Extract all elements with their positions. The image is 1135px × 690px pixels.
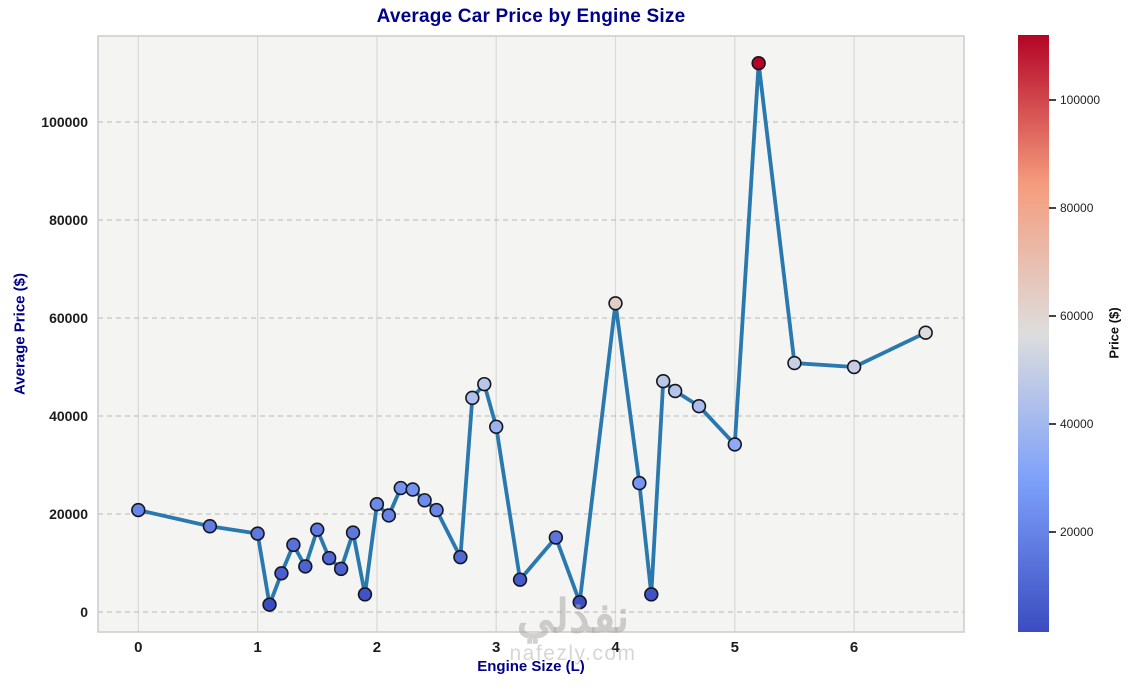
x-tick-label: 2 [372,639,382,656]
x-tick-label: 3 [492,639,501,656]
colorbar-tick-label: 20000 [1060,525,1094,540]
data-point [393,480,408,496]
colorbar-tick-label: 60000 [1060,308,1094,323]
y-tick-label: 0 [80,604,88,620]
data-point [846,359,862,375]
data-point [667,383,683,399]
data-point [691,399,707,414]
data-point [262,597,277,612]
data-point [310,522,325,537]
x-tick-label: 4 [611,639,620,656]
y-tick-label: 40000 [49,408,88,424]
data-point [465,390,480,406]
y-tick-label: 60000 [49,310,88,326]
y-tick-label: 100000 [41,114,88,130]
y-tick-label: 80000 [49,212,88,228]
data-point [202,519,218,534]
data-point [727,437,742,452]
data-point [405,482,420,497]
data-point [477,376,492,392]
data-point [298,559,313,574]
colorbar-tick-label: 40000 [1060,416,1094,431]
colorbar-tick-mark [1049,206,1056,209]
x-tick-label: 1 [253,639,262,656]
colorbar-tick-mark [1049,98,1056,101]
data-point [608,296,623,311]
data-point [381,508,397,523]
colorbar-tick-mark [1049,531,1056,534]
data-point [572,594,587,610]
data-point [453,549,468,565]
data-point [286,537,301,553]
data-point [489,419,504,434]
data-point [656,374,671,389]
data-point [512,572,528,587]
data-point [321,550,337,566]
x-tick-label: 6 [849,639,859,656]
colorbar-label: Price ($) [1106,307,1122,359]
colorbar-tick-mark [1049,422,1056,425]
x-tick-label: 5 [730,639,739,656]
x-tick-label: 0 [134,639,143,656]
data-point [644,587,659,602]
x-axis-label: Engine Size (L) [477,658,585,675]
chart-title: Average Car Price by Engine Size [376,6,686,27]
colorbar-tick-label: 80000 [1060,200,1094,215]
data-point [751,55,766,71]
data-point [632,475,647,491]
data-point [417,493,432,508]
data-point [918,325,933,340]
data-point [548,530,564,545]
colorbar-gradient [1018,35,1049,632]
data-point [345,525,361,540]
colorbar-tick-mark [1049,314,1056,317]
data-point [369,497,385,512]
colorbar-tick-label: 100000 [1060,92,1101,107]
plot-background [98,36,964,632]
data-point [131,502,146,518]
y-tick-label: 20000 [49,506,88,522]
y-axis-label: Average Price ($) [11,272,29,396]
data-point [357,587,373,602]
plot-border [97,35,965,633]
data-point [787,355,802,371]
data-point [429,502,444,518]
data-point [274,566,289,581]
data-point [333,561,349,577]
data-point [250,526,265,541]
